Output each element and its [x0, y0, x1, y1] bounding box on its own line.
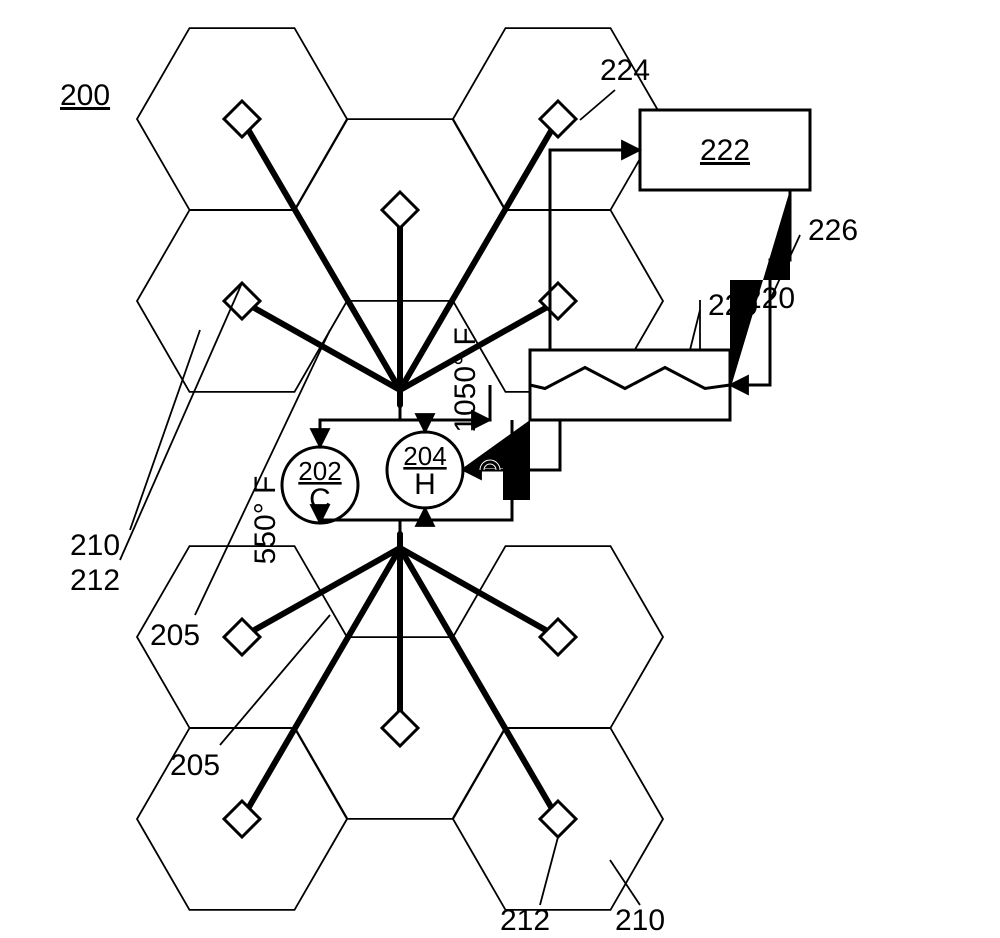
svg-text:1050° F: 1050° F	[449, 327, 482, 432]
spoke	[242, 548, 400, 819]
svg-text:H: H	[414, 468, 436, 501]
svg-text:204: 204	[403, 441, 446, 471]
svg-text:C: C	[309, 483, 331, 516]
pipe-224	[550, 150, 640, 350]
svg-text:226: 226	[808, 214, 858, 247]
hex-diamond	[540, 283, 576, 319]
hex-diamond	[224, 619, 260, 655]
svg-text:224: 224	[600, 54, 650, 87]
leader	[130, 330, 200, 530]
svg-text:210: 210	[70, 529, 120, 562]
leader	[120, 283, 242, 560]
spoke	[400, 548, 558, 819]
hex-diamond	[540, 801, 576, 837]
hex-diamond	[224, 101, 260, 137]
pipe	[320, 420, 400, 447]
svg-text:220: 220	[708, 289, 758, 322]
leader	[540, 837, 558, 905]
svg-text:205: 205	[170, 749, 220, 782]
hex-diamond	[540, 619, 576, 655]
hex-diamond	[224, 801, 260, 837]
pipe	[400, 508, 425, 520]
svg-text:210: 210	[615, 904, 665, 937]
leader	[690, 310, 700, 350]
svg-text:212: 212	[70, 564, 120, 597]
svg-text:205: 205	[150, 619, 200, 652]
svg-text:222: 222	[700, 134, 750, 167]
svg-text:200: 200	[60, 79, 110, 112]
hex-diamond	[382, 710, 418, 746]
hex-diamond	[540, 101, 576, 137]
hex-diamond	[382, 192, 418, 228]
leader	[580, 90, 615, 120]
svg-text:202: 202	[298, 456, 341, 486]
svg-text:212: 212	[500, 904, 550, 937]
